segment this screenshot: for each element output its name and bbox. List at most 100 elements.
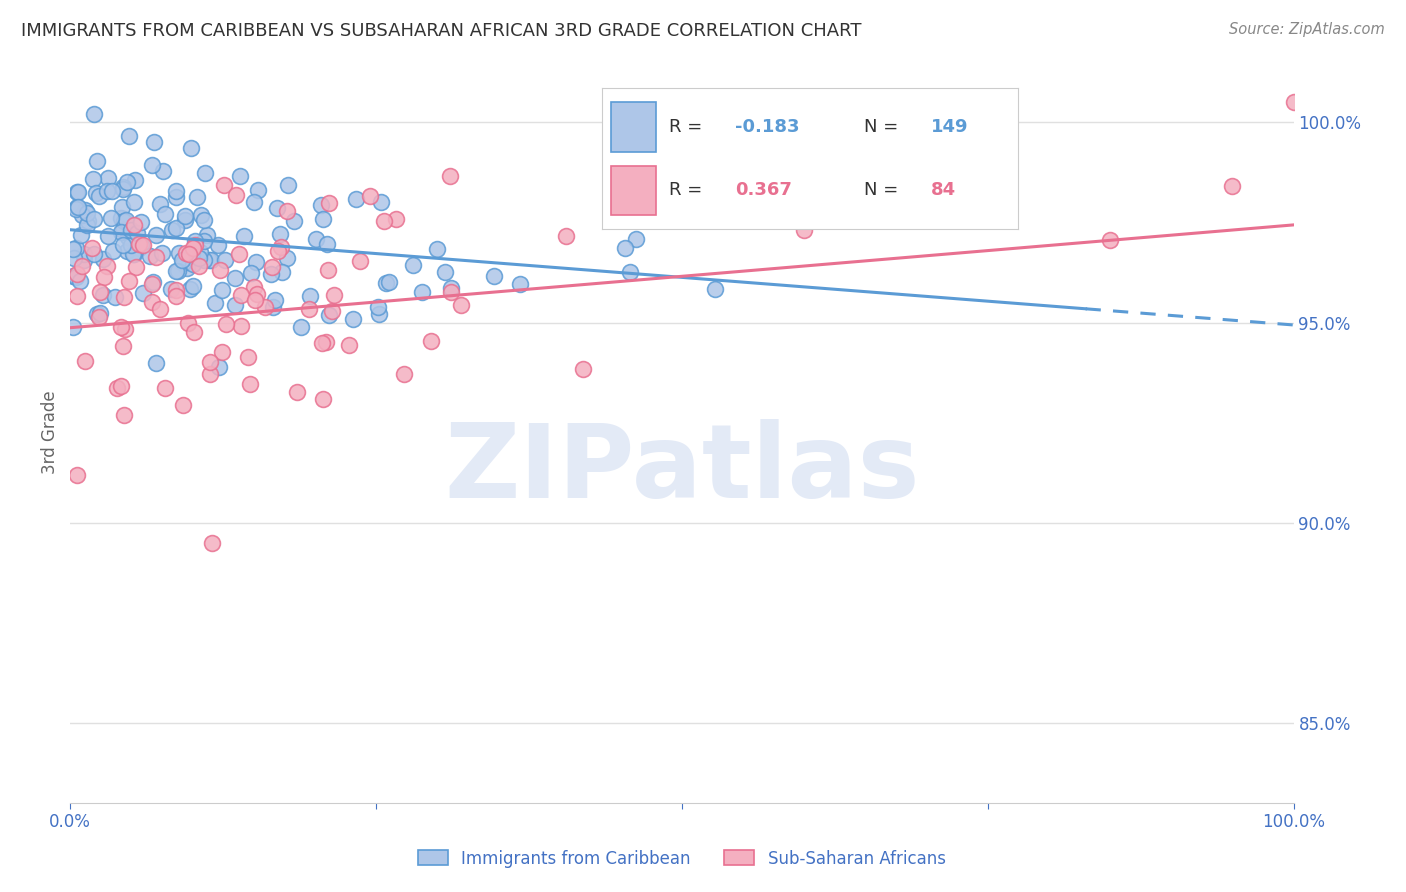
- Point: [111, 223, 134, 237]
- Point: [349, 253, 371, 268]
- Point: [118, 274, 141, 288]
- Point: [152, 163, 174, 178]
- Point: [165, 184, 187, 198]
- Point: [62, 269, 84, 284]
- Point: [208, 360, 231, 375]
- Point: [89, 310, 111, 324]
- Point: [571, 362, 593, 376]
- Point: [165, 289, 187, 303]
- Point: [138, 250, 160, 264]
- Point: [111, 180, 134, 194]
- Point: [83, 107, 105, 121]
- Point: [267, 244, 290, 259]
- Point: [66, 289, 89, 303]
- Point: [299, 289, 322, 303]
- Point: [75, 354, 97, 368]
- Point: [254, 300, 277, 314]
- Point: [174, 209, 197, 223]
- Y-axis label: 3rd Grade: 3rd Grade: [41, 391, 59, 475]
- Point: [181, 257, 204, 271]
- Point: [122, 218, 145, 232]
- Point: [76, 218, 98, 232]
- Point: [145, 356, 167, 370]
- Point: [613, 241, 636, 255]
- Point: [225, 187, 247, 202]
- Point: [183, 325, 205, 339]
- Point: [187, 259, 209, 273]
- Text: IMMIGRANTS FROM CARIBBEAN VS SUBSAHARAN AFRICAN 3RD GRADE CORRELATION CHART: IMMIGRANTS FROM CARIBBEAN VS SUBSAHARAN …: [21, 22, 862, 40]
- Point: [370, 194, 392, 209]
- Point: [125, 260, 148, 275]
- Point: [270, 264, 292, 278]
- Point: [188, 244, 211, 259]
- Point: [704, 282, 727, 296]
- Point: [112, 408, 135, 422]
- Point: [114, 213, 136, 227]
- Point: [208, 263, 231, 277]
- Point: [337, 338, 360, 352]
- Point: [100, 211, 122, 226]
- Point: [262, 300, 284, 314]
- Point: [111, 238, 134, 252]
- Point: [86, 308, 108, 322]
- Point: [204, 296, 226, 310]
- Point: [172, 398, 194, 412]
- Point: [83, 247, 105, 261]
- Point: [76, 206, 98, 220]
- Point: [384, 212, 406, 227]
- Point: [176, 261, 198, 276]
- Point: [84, 186, 107, 200]
- Point: [165, 190, 187, 204]
- Point: [122, 195, 145, 210]
- Point: [142, 135, 165, 149]
- Point: [112, 182, 135, 196]
- Point: [167, 245, 190, 260]
- Point: [214, 252, 236, 267]
- Legend: Immigrants from Caribbean, Sub-Saharan Africans: Immigrants from Caribbean, Sub-Saharan A…: [409, 841, 955, 876]
- Point: [89, 306, 111, 320]
- Point: [181, 279, 204, 293]
- Point: [378, 275, 401, 289]
- Point: [128, 236, 150, 251]
- Point: [311, 335, 333, 350]
- Point: [101, 244, 124, 258]
- Point: [198, 354, 221, 368]
- Point: [165, 221, 187, 235]
- Point: [96, 185, 118, 199]
- Point: [285, 384, 308, 399]
- Point: [83, 212, 105, 227]
- Point: [112, 214, 135, 228]
- Point: [101, 184, 124, 198]
- Point: [177, 316, 200, 330]
- Point: [159, 282, 181, 296]
- Point: [149, 302, 172, 317]
- Point: [269, 227, 291, 242]
- Point: [215, 317, 238, 331]
- Point: [482, 268, 505, 283]
- Point: [155, 381, 177, 395]
- Point: [184, 237, 207, 252]
- Point: [231, 288, 253, 302]
- Point: [276, 251, 298, 265]
- Point: [211, 345, 233, 359]
- Point: [554, 228, 576, 243]
- Point: [69, 227, 91, 242]
- Point: [318, 309, 340, 323]
- Point: [110, 211, 132, 225]
- Point: [212, 178, 235, 193]
- Point: [311, 198, 333, 212]
- Point: [118, 128, 141, 143]
- Point: [66, 200, 89, 214]
- Point: [160, 223, 183, 237]
- Point: [115, 244, 138, 259]
- Point: [312, 212, 335, 227]
- Point: [312, 392, 335, 407]
- Point: [97, 228, 120, 243]
- Point: [247, 183, 270, 197]
- Point: [342, 312, 364, 326]
- Point: [132, 285, 155, 300]
- Point: [277, 178, 299, 192]
- Point: [297, 302, 319, 317]
- Point: [198, 252, 221, 267]
- Point: [305, 232, 328, 246]
